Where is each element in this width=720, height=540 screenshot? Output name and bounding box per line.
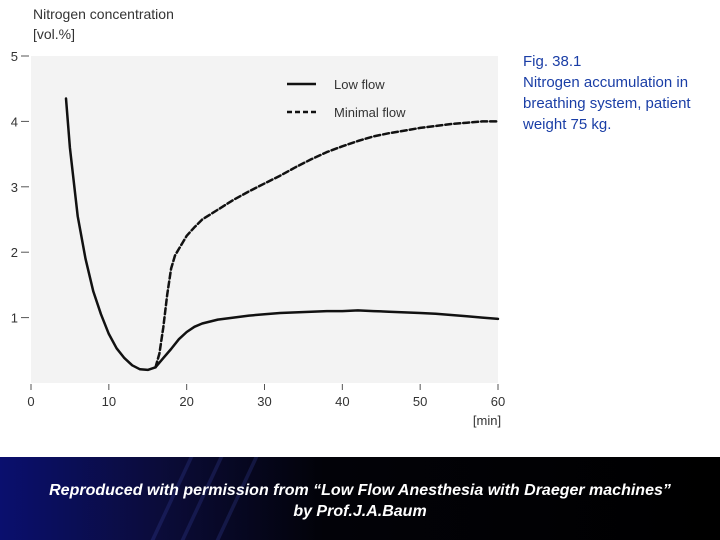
y-tick-label: 2 [11,245,18,260]
nitrogen-chart: Nitrogen concentration [vol.%] 1 2 3 4 5 0 10… [11,6,505,428]
y-tick-label: 4 [11,114,18,129]
y-tick-label: 5 [11,49,18,64]
y-tick-label: 3 [11,180,18,195]
caption-line: breathing system, patient [523,95,691,112]
caption-line: Nitrogen accumulation in [523,74,689,91]
caption-line: Fig. 38.1 [523,53,582,70]
x-tick-label: 30 [257,394,271,409]
plot-area [31,56,498,383]
series-line-low-flow [64,97,500,372]
x-axis: 0 10 20 30 40 50 60 [27,384,505,409]
x-tick-label: 40 [335,394,349,409]
y-axis-label-line1: Nitrogen concentration [33,6,174,22]
x-tick-label: 20 [179,394,193,409]
caption-line: weight 75 kg. [523,116,612,133]
legend-label-minimal-flow: Minimal flow [334,105,406,120]
x-tick-label: 0 [27,394,34,409]
series-layer [64,97,500,372]
x-axis-label: [min] [473,413,501,428]
legend-label-low-flow: Low flow [334,77,385,92]
y-tick-label: 1 [11,311,18,326]
figure-caption: Fig. 38.1 Nitrogen accumulation in breat… [523,51,718,135]
footer-credit: Reproduced with permission from “Low Flo… [0,480,720,522]
footer-line: Reproduced with permission from “Low Flo… [49,482,671,499]
footer-banner: Reproduced with permission from “Low Flo… [0,457,720,540]
x-tick-label: 10 [102,394,116,409]
y-axis: 1 2 3 4 5 [11,49,29,326]
legend: Low flow Minimal flow [287,77,406,120]
x-tick-label: 50 [413,394,427,409]
x-tick-label: 60 [491,394,505,409]
series-line-minimal-flow [154,120,500,369]
y-axis-label-line2: [vol.%] [33,26,75,42]
footer-line: by Prof.J.A.Baum [293,503,427,520]
